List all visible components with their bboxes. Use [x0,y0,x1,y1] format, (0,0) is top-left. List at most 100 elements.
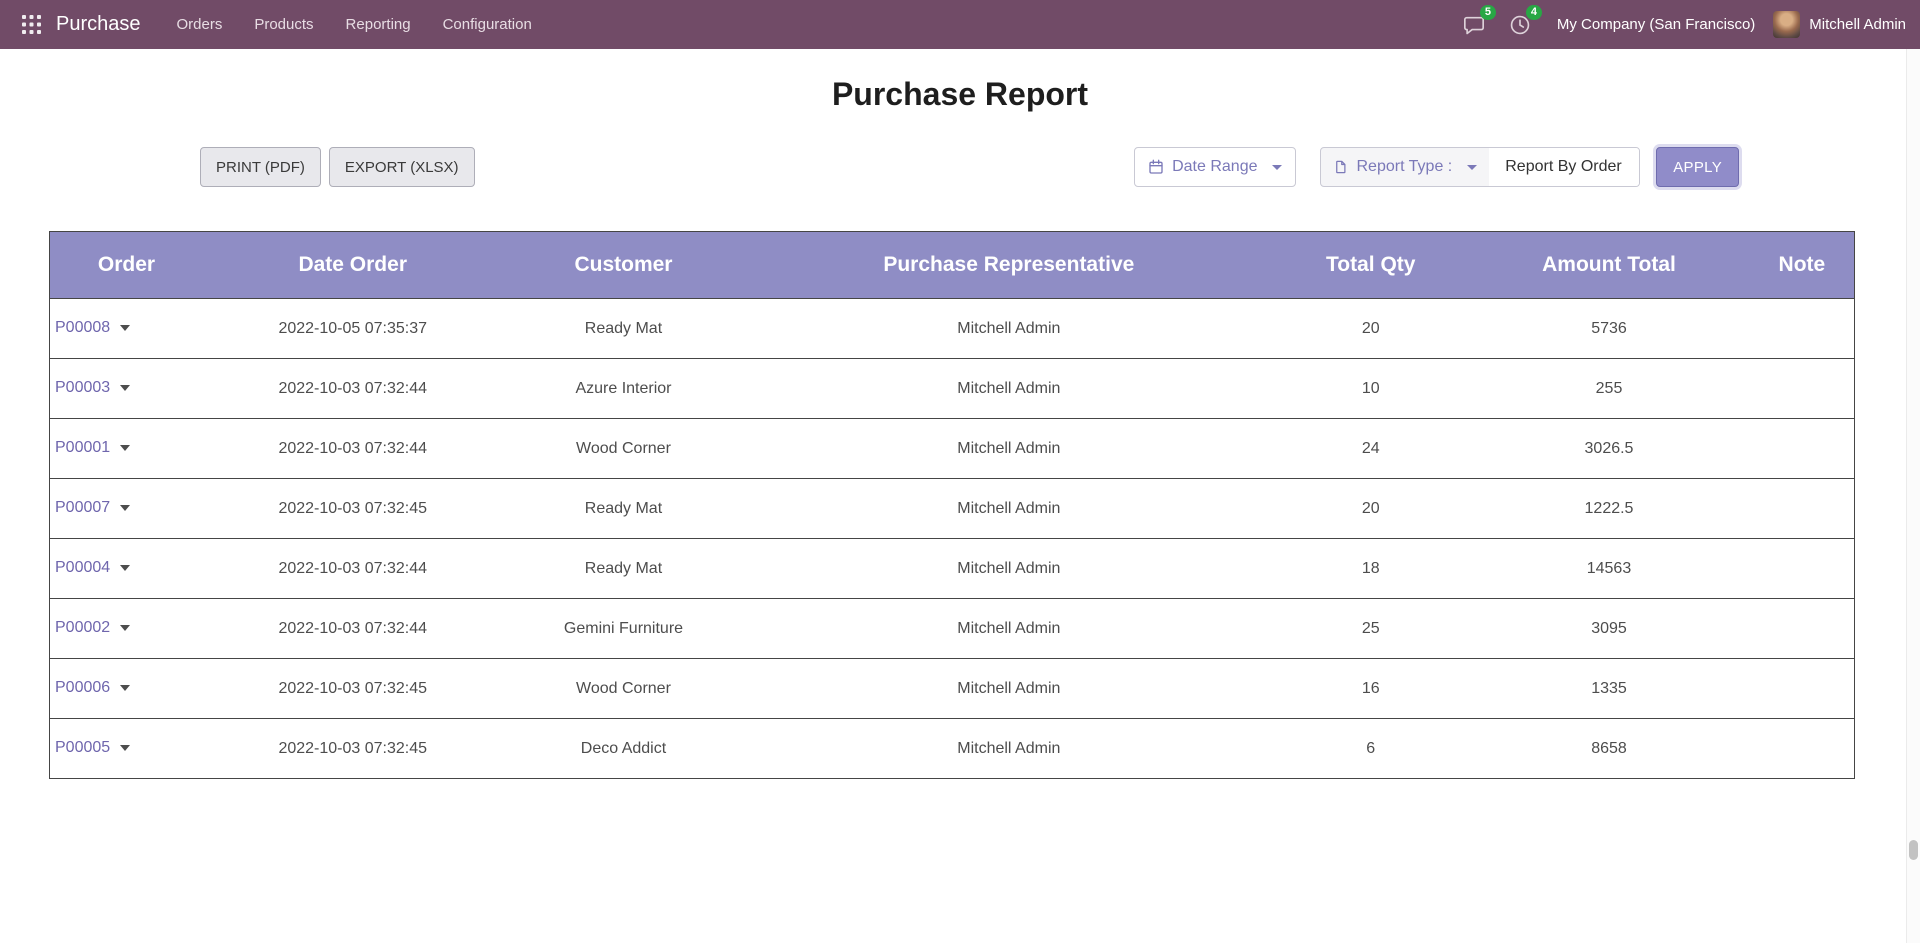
date-order-cell: 2022-10-03 07:32:44 [203,599,503,659]
column-header-amount-total: Amount Total [1468,232,1750,299]
table-row: P00002 2022-10-03 07:32:44 Gemini Furnit… [50,599,1855,659]
chevron-down-icon[interactable] [120,445,130,451]
customer-cell: Wood Corner [503,659,745,719]
apps-grid-icon[interactable] [14,8,48,42]
purchase-representative-cell: Mitchell Admin [744,359,1273,419]
order-link[interactable]: P00002 [55,619,110,636]
total-qty-cell: 18 [1273,539,1468,599]
amount-total-cell: 3026.5 [1468,419,1750,479]
controls-row: PRINT (PDF) EXPORT (XLSX) Date Range [0,147,1920,187]
export-xlsx-button[interactable]: EXPORT (XLSX) [329,147,475,187]
report-type-dropdown[interactable]: Report Type : [1321,148,1489,186]
print-pdf-button[interactable]: PRINT (PDF) [200,147,321,187]
page-title: Purchase Report [0,76,1920,113]
table-row: P00008 2022-10-05 07:35:37 Ready Mat Mit… [50,299,1855,359]
apply-button[interactable]: APPLY [1656,147,1739,187]
note-cell [1750,659,1855,719]
order-link[interactable]: P00005 [55,739,110,756]
messages-icon[interactable]: 5 [1461,12,1487,38]
note-cell [1750,719,1855,779]
order-cell: P00008 [50,299,203,359]
date-order-cell: 2022-10-03 07:32:44 [203,539,503,599]
purchase-representative-cell: Mitchell Admin [744,299,1273,359]
customer-cell: Azure Interior [503,359,745,419]
user-menu[interactable]: Mitchell Admin [1809,16,1906,33]
chevron-down-icon[interactable] [120,385,130,391]
app-brand[interactable]: Purchase [56,13,141,36]
report-type-label: Report Type : [1356,158,1452,176]
order-cell: P00002 [50,599,203,659]
table-header-row: Order Date Order Customer Purchase Repre… [50,232,1855,299]
note-cell [1750,599,1855,659]
chevron-down-icon[interactable] [120,565,130,571]
table-row: P00005 2022-10-03 07:32:45 Deco Addict M… [50,719,1855,779]
caret-down-icon [1272,165,1282,170]
top-navbar: Purchase Orders Products Reporting Confi… [0,0,1920,49]
column-header-date-order: Date Order [203,232,503,299]
table-row: P00003 2022-10-03 07:32:44 Azure Interio… [50,359,1855,419]
note-cell [1750,359,1855,419]
total-qty-cell: 6 [1273,719,1468,779]
date-order-cell: 2022-10-03 07:32:45 [203,659,503,719]
amount-total-cell: 3095 [1468,599,1750,659]
customer-cell: Wood Corner [503,419,745,479]
table-row: P00006 2022-10-03 07:32:45 Wood Corner M… [50,659,1855,719]
chevron-down-icon[interactable] [120,685,130,691]
chevron-down-icon[interactable] [120,625,130,631]
order-link[interactable]: P00006 [55,679,110,696]
date-order-cell: 2022-10-03 07:32:45 [203,719,503,779]
order-cell: P00005 [50,719,203,779]
company-switcher[interactable]: My Company (San Francisco) [1557,16,1755,33]
scrollbar-thumb[interactable] [1909,840,1918,860]
purchase-representative-cell: Mitchell Admin [744,659,1273,719]
date-order-cell: 2022-10-03 07:32:45 [203,479,503,539]
order-cell: P00007 [50,479,203,539]
customer-cell: Ready Mat [503,539,745,599]
note-cell [1750,299,1855,359]
app-root: Purchase Orders Products Reporting Confi… [0,0,1920,779]
customer-cell: Ready Mat [503,299,745,359]
order-link[interactable]: P00004 [55,559,110,576]
scrollbar-track[interactable] [1906,49,1920,943]
avatar[interactable] [1773,11,1800,38]
report-type-group: Report Type : Report By Order [1320,147,1640,187]
calendar-icon [1148,159,1164,175]
column-header-total-qty: Total Qty [1273,232,1468,299]
order-link[interactable]: P00001 [55,439,110,456]
note-cell [1750,479,1855,539]
purchase-representative-cell: Mitchell Admin [744,539,1273,599]
column-header-purchase-representative: Purchase Representative [744,232,1273,299]
order-link[interactable]: P00007 [55,499,110,516]
customer-cell: Deco Addict [503,719,745,779]
amount-total-cell: 255 [1468,359,1750,419]
report-table: Order Date Order Customer Purchase Repre… [49,231,1855,779]
date-range-dropdown[interactable]: Date Range [1134,147,1296,187]
menu-item-orders[interactable]: Orders [161,0,239,49]
caret-down-icon [1467,165,1477,170]
chevron-down-icon[interactable] [120,505,130,511]
total-qty-cell: 16 [1273,659,1468,719]
total-qty-cell: 10 [1273,359,1468,419]
purchase-representative-cell: Mitchell Admin [744,719,1273,779]
order-cell: P00006 [50,659,203,719]
menu-item-configuration[interactable]: Configuration [427,0,548,49]
menu-item-reporting[interactable]: Reporting [330,0,427,49]
activities-clock-icon[interactable]: 4 [1507,12,1533,38]
chevron-down-icon[interactable] [120,745,130,751]
navbar-systray: 5 4 My Company (San Francisco) Mitchell … [1461,11,1906,38]
order-link[interactable]: P00008 [55,319,110,336]
chevron-down-icon[interactable] [120,325,130,331]
purchase-representative-cell: Mitchell Admin [744,419,1273,479]
order-cell: P00004 [50,539,203,599]
date-order-cell: 2022-10-03 07:32:44 [203,359,503,419]
total-qty-cell: 20 [1273,299,1468,359]
menu-item-products[interactable]: Products [238,0,329,49]
total-qty-cell: 25 [1273,599,1468,659]
date-range-label: Date Range [1172,158,1257,176]
order-link[interactable]: P00003 [55,379,110,396]
amount-total-cell: 14563 [1468,539,1750,599]
column-header-customer: Customer [503,232,745,299]
date-order-cell: 2022-10-05 07:35:37 [203,299,503,359]
total-qty-cell: 24 [1273,419,1468,479]
note-cell [1750,539,1855,599]
